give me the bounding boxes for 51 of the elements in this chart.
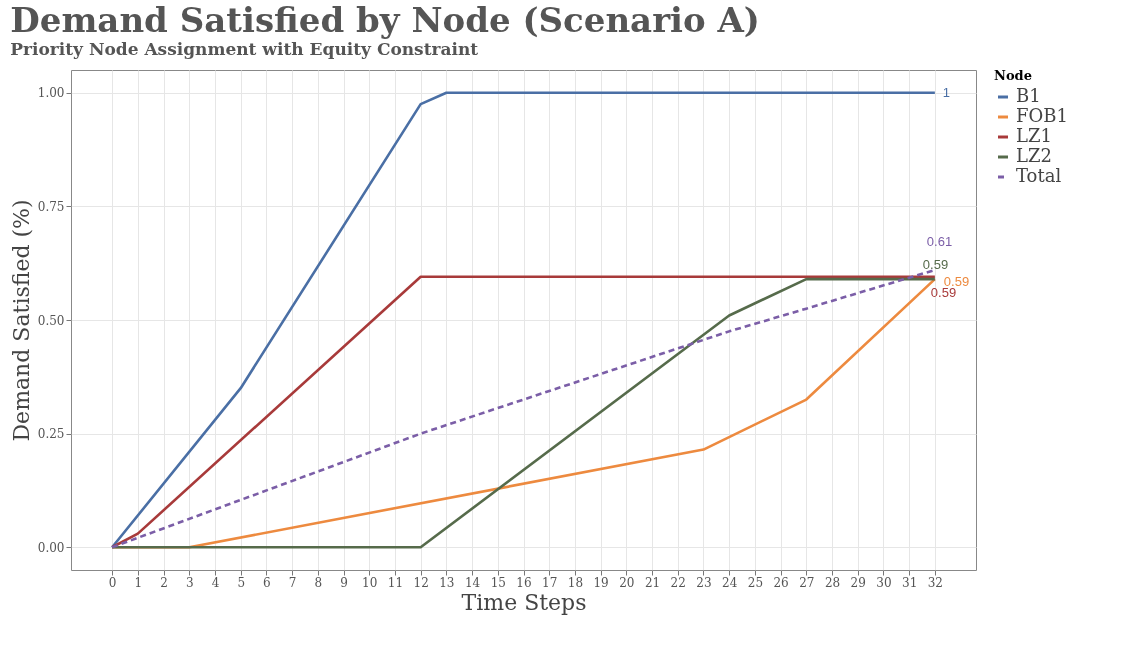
data-label: 0.59	[922, 257, 949, 273]
x-tick-label: 3	[185, 575, 194, 590]
data-label: 1	[942, 84, 951, 100]
x-tick-label: 30	[876, 575, 892, 590]
x-tick-label: 20	[619, 575, 635, 590]
x-tick-label: 5	[237, 575, 246, 590]
x-tick-label: 18	[567, 575, 584, 590]
chart-title: Demand Satisfied by Node (Scenario A)	[10, 0, 760, 40]
x-tick-label: 12	[413, 575, 429, 590]
x-tick-label: 16	[516, 575, 532, 590]
x-tick-label: 4	[211, 575, 220, 590]
y-tick-label: 0.50	[37, 313, 65, 328]
x-tick-label: 24	[722, 575, 738, 590]
legend-label: LZ1	[1016, 125, 1052, 146]
x-tick-label: 25	[747, 575, 764, 590]
x-tick-label: 29	[850, 575, 866, 590]
x-tick-label: 0	[108, 575, 117, 590]
x-tick-label: 32	[927, 575, 943, 590]
x-tick-label: 7	[288, 575, 297, 590]
legend-label: FOB1	[1016, 105, 1068, 126]
legend-title: Node	[994, 68, 1032, 83]
x-tick-label: 27	[799, 575, 815, 590]
legend-label: LZ2	[1016, 145, 1052, 166]
x-tick-label: 2	[160, 575, 168, 590]
legend-label: Total	[1016, 165, 1062, 186]
x-tick-label: 22	[670, 575, 686, 590]
x-tick-label: 21	[644, 575, 661, 590]
x-tick-label: 17	[542, 575, 558, 590]
x-tick-label: 8	[314, 575, 323, 590]
legend-label: B1	[1016, 85, 1041, 106]
y-tick-label: 0.75	[37, 199, 65, 214]
x-tick-label: 1	[134, 575, 143, 590]
y-tick-label: 0.00	[37, 540, 65, 555]
x-tick-label: 6	[263, 575, 271, 590]
data-label: 0.61	[926, 234, 953, 249]
x-axis-title: Time Steps	[461, 589, 587, 615]
y-axis-title: Demand Satisfied (%)	[8, 199, 34, 442]
x-tick-label: 15	[490, 575, 506, 590]
x-tick-label: 11	[387, 575, 404, 590]
x-tick-label: 14	[464, 575, 481, 590]
y-tick-label: 0.25	[37, 427, 65, 442]
x-tick-label: 13	[439, 575, 455, 590]
x-tick-label: 10	[362, 575, 378, 590]
x-tick-label: 31	[902, 575, 918, 590]
x-tick-label: 9	[340, 575, 348, 590]
x-tick-label: 28	[824, 575, 841, 590]
x-tick-label: 19	[593, 575, 609, 590]
y-tick-label: 1.00	[37, 86, 65, 101]
x-tick-label: 26	[773, 575, 789, 590]
x-tick-label: 23	[696, 575, 712, 590]
chart-subtitle: Priority Node Assignment with Equity Constraint	[10, 39, 479, 59]
